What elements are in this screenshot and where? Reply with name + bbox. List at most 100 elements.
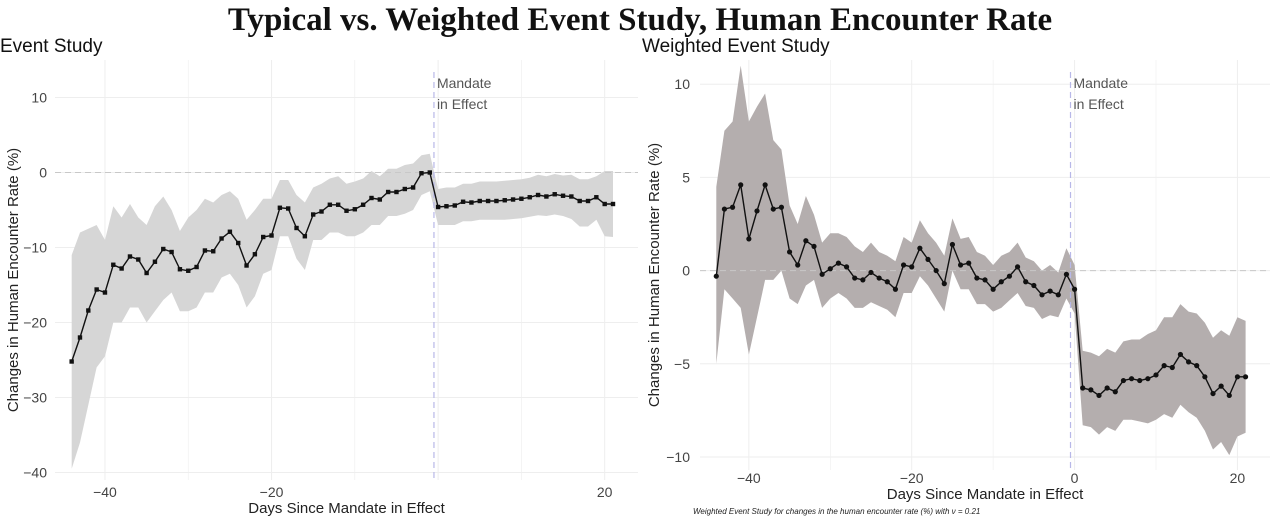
data-point [917,245,923,251]
data-point [843,264,850,270]
series-points [713,182,1249,399]
mandate-annotation: in Effect [437,96,487,112]
data-point [161,246,166,252]
data-point [236,240,241,246]
data-point [302,234,308,239]
data-point [811,243,817,249]
data-point [1006,273,1013,279]
y-tick-label: −20 [23,315,47,331]
data-point [1153,372,1159,378]
x-tick-label: −20 [900,470,924,486]
data-point [738,182,744,188]
x-tick-label: −40 [93,484,117,500]
data-point [1031,282,1037,289]
data-point [577,198,582,204]
data-point [94,287,99,292]
data-point [998,279,1004,285]
data-point [127,254,133,259]
data-point [1137,377,1143,384]
data-point [319,209,324,214]
y-axis-title: Changes in Human Encounter Rate (%) [5,148,22,412]
data-point [360,202,366,207]
data-point [974,275,980,281]
data-point [1234,374,1241,380]
figure-caption: Weighted Event Study for changes in the … [693,507,981,516]
y-tick-label: 10 [31,90,47,106]
x-tick-label: 0 [1071,470,1079,486]
data-point [909,264,915,270]
data-point [427,170,432,175]
data-point [136,257,141,262]
data-point [1177,351,1184,358]
data-point [721,206,728,212]
data-point [982,277,988,283]
data-point [827,266,833,272]
y-axis-title: Changes in Human Encounter Rate (%) [646,143,663,407]
confidence-band [716,65,1246,456]
x-tick-label: −20 [260,484,284,500]
data-point [569,194,574,199]
data-point [852,275,858,281]
data-point [286,206,291,211]
confidence-band [71,153,613,469]
data-point [535,192,541,198]
data-point [211,249,216,254]
data-point [1112,389,1118,395]
y-tick-label: 0 [682,263,690,279]
data-point [352,207,358,212]
data-point [1047,288,1053,294]
data-point [1242,374,1249,380]
data-point [770,206,776,212]
data-point [729,204,736,210]
x-axis-title: Days Since Mandate in Effect [887,486,1084,503]
data-point [385,189,391,195]
data-point [1096,392,1102,399]
data-point [219,236,224,241]
data-point [949,241,956,248]
series-points [69,170,616,364]
data-point [957,262,964,268]
y-tick-label: −5 [674,356,690,372]
data-point [933,267,939,274]
data-point [335,202,341,207]
data-point [502,198,507,203]
page-title: Typical vs. Weighted Event Study, Human … [227,2,1053,38]
data-point [86,308,91,313]
data-point [510,197,516,202]
data-point [1226,392,1232,399]
data-point [277,205,283,210]
data-point [1202,374,1208,380]
data-point [269,233,274,238]
mandate-annotation: Mandate [437,75,492,91]
data-point [819,271,825,277]
data-point [494,198,499,204]
data-point [602,201,607,207]
data-point [169,249,174,255]
data-point [369,195,374,201]
data-point [1128,376,1135,382]
data-point [402,186,407,192]
x-tick-label: −40 [737,470,761,486]
data-point [1063,271,1070,277]
data-point [544,194,549,199]
data-point [941,281,947,287]
data-point [1145,376,1151,382]
data-point [144,270,149,276]
data-point [795,262,801,268]
data-point [1088,387,1094,393]
x-tick-label: 20 [597,484,613,500]
y-tick-label: −10 [23,240,47,256]
y-tick-label: 5 [682,169,690,185]
data-point [860,277,866,283]
data-point [186,268,191,273]
data-point [410,185,416,190]
mandate-annotation: Mandate [1074,75,1129,91]
data-point [884,279,890,285]
data-point [713,273,719,279]
data-point [344,208,349,213]
y-tick-label: −30 [23,390,47,406]
data-point [485,198,491,204]
data-point [610,201,616,207]
data-point [452,203,457,208]
